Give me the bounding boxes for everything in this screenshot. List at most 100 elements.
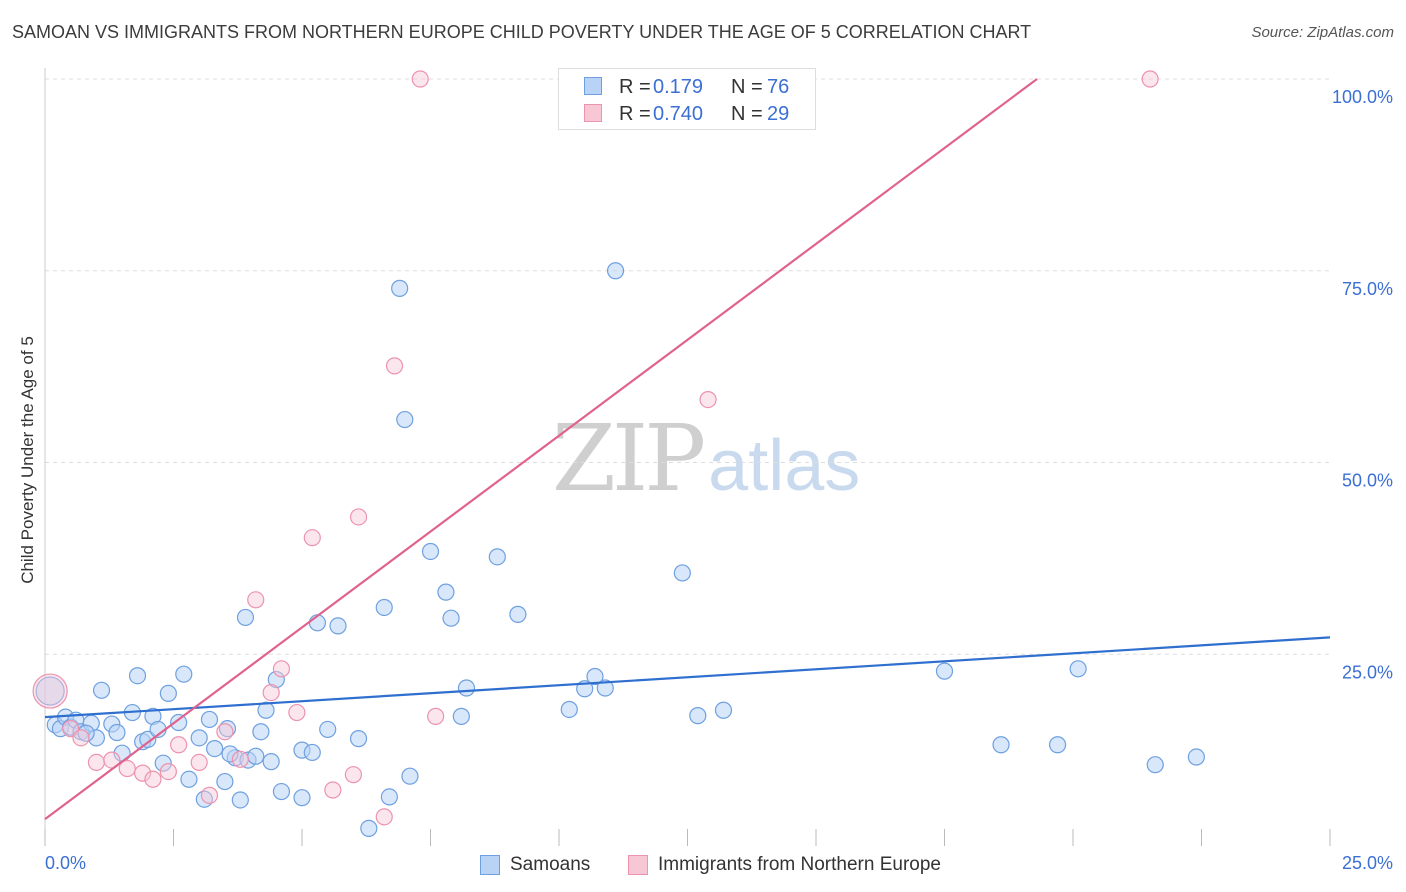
samoan-point: [437, 583, 455, 601]
samoan-point: [154, 754, 172, 772]
samoan-point: [77, 724, 95, 742]
samoan-point: [231, 791, 249, 809]
y-tick-label: 75.0%: [1342, 279, 1393, 299]
immigrants-swatch: [584, 104, 602, 122]
points-layer: [32, 70, 1205, 837]
samoan-point: [128, 667, 147, 685]
legend-r-value: 0.179: [653, 75, 704, 98]
samoan-point: [349, 730, 368, 748]
legend-n-label: N =: [731, 75, 763, 98]
samoans-trend-line: [44, 636, 1331, 719]
samoan-point: [159, 684, 177, 702]
samoan-point: [488, 548, 506, 566]
samoan-point: [236, 608, 255, 627]
immigrant-point: [272, 660, 291, 678]
samoan-point: [252, 723, 270, 741]
samoan-point: [452, 707, 470, 725]
immigrant-point: [118, 759, 136, 778]
samoan-point: [442, 609, 460, 627]
immigrant-point: [247, 591, 265, 609]
immigrants-legend-swatch: [628, 855, 648, 875]
immigrant-point: [427, 707, 445, 725]
samoan-point: [175, 665, 193, 683]
samoan-point: [689, 707, 707, 725]
samoan-point: [421, 542, 440, 561]
immigrant-point: [159, 763, 177, 781]
y-tick-label: 100.0%: [1332, 87, 1393, 107]
samoan-point: [673, 564, 691, 582]
samoan-point: [560, 700, 578, 719]
axis-layer: [44, 68, 1331, 846]
samoans-swatch: [584, 77, 602, 95]
samoan-point: [992, 736, 1010, 754]
samoan-point: [396, 410, 414, 429]
bottom-legend-samoans: Samoans: [480, 853, 590, 877]
samoan-point: [457, 679, 476, 697]
samoan-point: [1069, 660, 1087, 678]
immigrant-point: [375, 808, 393, 826]
samoan-point: [714, 701, 733, 719]
samoan-point: [180, 770, 198, 788]
immigrant-point: [1141, 70, 1159, 88]
immigrant-point: [72, 729, 90, 747]
samoan-point: [319, 720, 337, 739]
samoan-point: [200, 710, 219, 729]
legend-n-value: 76: [767, 75, 790, 98]
immigrant-point: [699, 391, 717, 409]
immigrant-point: [303, 529, 321, 547]
immigrant-point: [190, 753, 208, 771]
immigrant-point: [134, 764, 152, 782]
samoan-point: [1048, 736, 1067, 754]
samoan-point: [221, 745, 239, 763]
samoan-point: [267, 670, 285, 689]
immigrant-point: [385, 357, 404, 375]
immigrants-trend-line: [44, 78, 1038, 821]
samoan-point: [380, 788, 398, 806]
y-tick-label: 25.0%: [1342, 662, 1393, 682]
samoan-point: [401, 767, 419, 785]
samoan-point: [1146, 756, 1164, 774]
immigrant-point: [144, 770, 162, 788]
samoan-point: [360, 819, 378, 837]
immigrant-point: [87, 753, 106, 771]
samoan-point: [262, 753, 280, 771]
samoan-point: [391, 279, 409, 297]
tick-labels-layer: 25.0% 50.0% 75.0% 100.0% 0.0% 25.0%: [45, 87, 1393, 873]
immigrant-point: [262, 683, 280, 702]
legend-r-label: R =: [619, 75, 651, 98]
samoan-point: [247, 747, 265, 765]
samoan-point: [216, 772, 234, 791]
source-label: Source: ZipAtlas.com: [1251, 24, 1394, 41]
legend-n-value: 29: [767, 102, 790, 125]
y-tick-label: 50.0%: [1342, 471, 1393, 491]
x-tick-label: 25.0%: [1342, 853, 1393, 873]
chart-title: SAMOAN VS IMMIGRANTS FROM NORTHERN EUROP…: [12, 22, 1032, 42]
samoan-point: [329, 617, 347, 635]
trend-layer: [44, 78, 1331, 821]
samoan-point: [35, 676, 65, 706]
immigrant-point: [344, 766, 362, 784]
samoan-point: [596, 679, 614, 697]
immigrant-point: [324, 781, 342, 799]
legend-r-value: 0.740: [653, 102, 704, 125]
immigrant-point: [200, 786, 219, 804]
samoan-point: [139, 730, 157, 748]
samoan-point: [1187, 748, 1205, 766]
x-tick-label: 0.0%: [45, 853, 86, 873]
samoan-point: [509, 605, 527, 623]
samoans-legend-label: Samoans: [510, 854, 591, 875]
immigrants-legend-label: Immigrants from Northern Europe: [658, 854, 941, 875]
samoan-point: [272, 782, 291, 801]
samoan-point: [375, 598, 393, 617]
samoan-point: [606, 262, 625, 280]
immigrant-point: [411, 70, 429, 88]
immigrant-point: [349, 508, 368, 526]
immigrant-point: [288, 703, 306, 722]
samoan-point: [586, 667, 604, 686]
immigrant-point: [32, 673, 68, 709]
samoan-point: [170, 713, 188, 732]
samoan-point: [303, 743, 321, 762]
legend-n-label: N =: [731, 102, 763, 125]
samoan-point: [206, 739, 224, 758]
